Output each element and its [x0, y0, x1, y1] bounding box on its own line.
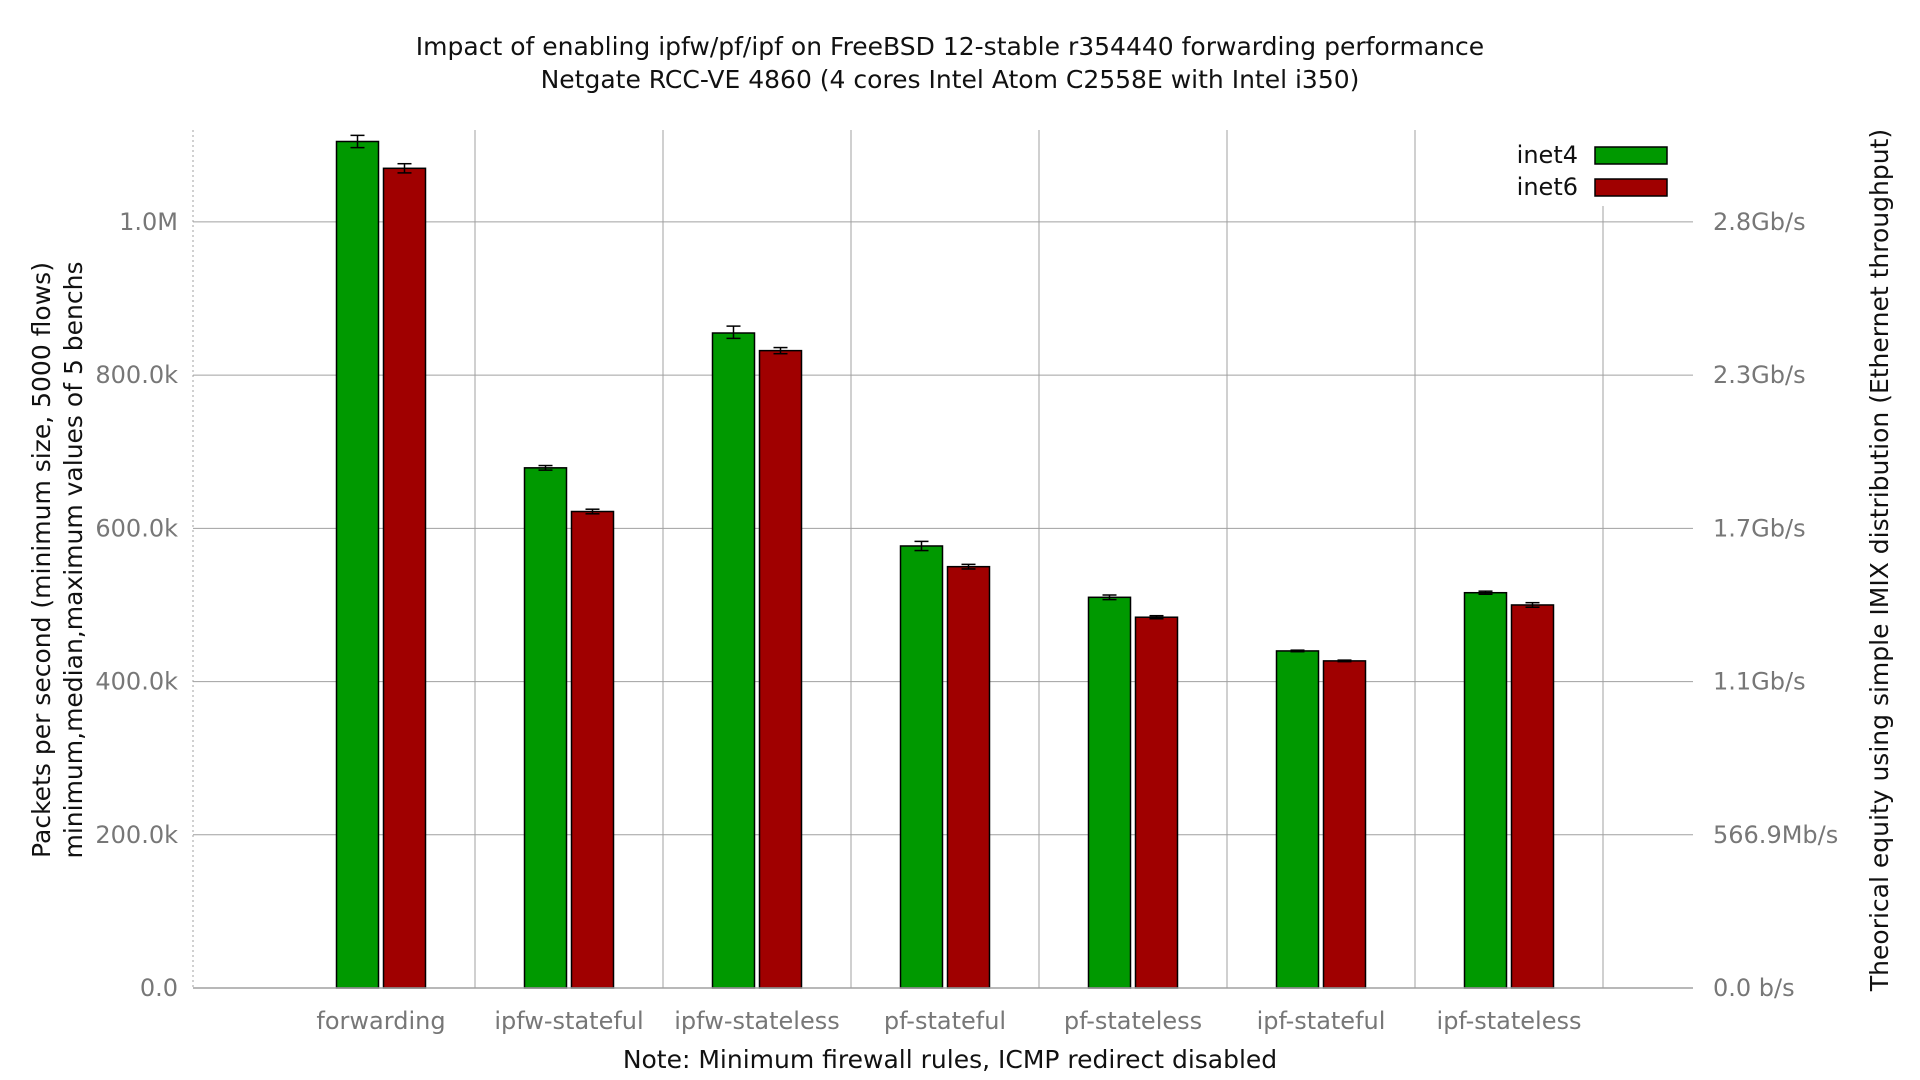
chart-subtitle: Netgate RCC-VE 4860 (4 cores Intel Atom … [541, 65, 1360, 94]
y-tick-label-1: 200.0k [95, 821, 178, 849]
y-tick-label-2: 400.0k [95, 668, 178, 696]
bar-inet4-ipfw-stateless [711, 332, 756, 989]
axis-layer: 0.0 200.0k 400.0k 600.0k 800.0k 1.0M 0.0 b/s 56… [95, 130, 1838, 1035]
y2-tick-label-5: 2.8Gb/s [1713, 208, 1806, 236]
x-tick-label-pf-stateless: pf-stateless [1064, 1007, 1202, 1035]
y2-tick-label-3: 1.7Gb/s [1713, 514, 1806, 542]
legend-label-inet4: inet4 [1517, 141, 1578, 169]
bar-inet6-ipf-stateful [1322, 660, 1367, 989]
bar-inet6-forwarding [382, 167, 427, 989]
x-tick-label-ipfw-stateless: ipfw-stateless [674, 1007, 839, 1035]
x-tick-label-forwarding: forwarding [316, 1007, 445, 1035]
y2-tick-label-4: 2.3Gb/s [1713, 361, 1806, 389]
chart-title: Impact of enabling ipfw/pf/ipf on FreeBS… [416, 32, 1484, 61]
legend-swatch-inet4 [1594, 146, 1668, 165]
bar-inet4-ipf-stateful [1275, 650, 1320, 989]
grid-layer [193, 130, 1693, 988]
y2-tick-label-1: 566.9Mb/s [1713, 821, 1838, 849]
bar-inet4-pf-stateless [1087, 596, 1132, 989]
y-tick-label-4: 800.0k [95, 361, 178, 389]
y-axis-label: Packets per second (minimum size, 5000 f… [27, 262, 56, 858]
y2-axis-label: Theorical equity using simple IMIX distr… [1865, 129, 1894, 992]
bar-inet6-pf-stateful [946, 565, 991, 989]
bar-inet6-ipfw-stateful [570, 510, 615, 989]
bar-inet6-pf-stateless [1134, 616, 1179, 989]
x-tick-label-pf-stateful: pf-stateful [884, 1007, 1006, 1035]
bar-inet4-ipf-stateless [1463, 591, 1508, 989]
y2-tick-label-2: 1.1Gb/s [1713, 668, 1806, 696]
legend-swatch-inet6 [1594, 178, 1668, 197]
y-tick-label-3: 600.0k [95, 514, 178, 542]
y2-tick-label-0: 0.0 b/s [1713, 974, 1795, 1002]
x-axis-label: Note: Minimum firewall rules, ICMP redir… [623, 1045, 1277, 1074]
y-tick-label-0: 0.0 [140, 974, 178, 1002]
bar-inet4-forwarding [335, 140, 380, 989]
bars-layer [335, 134, 1555, 989]
x-tick-label-ipf-stateless: ipf-stateless [1437, 1007, 1582, 1035]
bar-inet4-ipfw-stateful [523, 467, 568, 989]
legend-label-inet6: inet6 [1517, 173, 1578, 201]
bar-inet6-ipfw-stateless [758, 349, 803, 989]
x-tick-label-ipfw-stateful: ipfw-stateful [494, 1007, 643, 1035]
x-tick-label-ipf-stateful: ipf-stateful [1257, 1007, 1386, 1035]
y-tick-label-5: 1.0M [119, 208, 178, 236]
bar-inet6-ipf-stateless [1510, 604, 1555, 989]
bar-inet4-pf-stateful [899, 545, 944, 989]
legend: inet4 inet6 [1505, 128, 1685, 206]
y-axis-label-secondary: minimum,median,maximum values of 5 bench… [59, 261, 88, 858]
